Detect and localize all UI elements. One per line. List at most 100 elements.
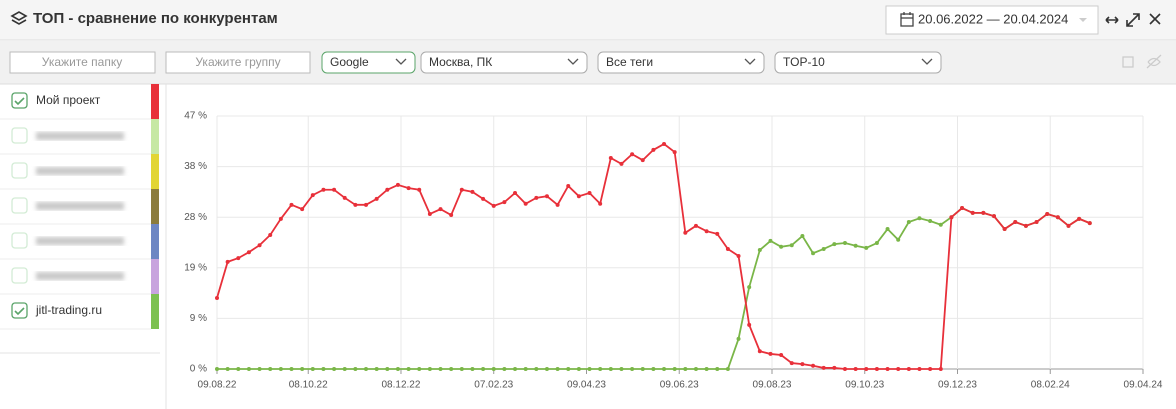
point bbox=[544, 194, 549, 199]
point bbox=[608, 155, 613, 160]
point bbox=[534, 367, 539, 371]
point bbox=[257, 367, 262, 371]
point bbox=[811, 363, 816, 368]
point bbox=[917, 367, 922, 371]
point bbox=[332, 187, 337, 192]
point bbox=[225, 259, 230, 264]
point bbox=[1023, 223, 1028, 228]
point bbox=[747, 322, 752, 327]
tags-value: Все теги bbox=[606, 55, 653, 69]
close-icon[interactable] bbox=[1149, 13, 1161, 25]
x-tick-label: 08.10.22 bbox=[289, 380, 328, 391]
point bbox=[725, 367, 730, 371]
point bbox=[300, 207, 305, 212]
point bbox=[215, 367, 219, 371]
point bbox=[864, 245, 869, 250]
point bbox=[672, 367, 677, 371]
point bbox=[438, 207, 443, 212]
point bbox=[310, 193, 315, 198]
region-select[interactable] bbox=[420, 51, 588, 74]
checkmark bbox=[14, 97, 25, 106]
point bbox=[342, 195, 347, 200]
x-tick-label: 09.06.23 bbox=[660, 380, 699, 391]
point bbox=[502, 200, 507, 205]
point bbox=[246, 250, 251, 255]
checkbox[interactable] bbox=[11, 127, 28, 144]
x-tick-label: 09.04.24 bbox=[1124, 380, 1163, 391]
point bbox=[736, 336, 741, 341]
checkbox[interactable] bbox=[11, 162, 28, 179]
point bbox=[353, 202, 358, 207]
checkbox[interactable] bbox=[11, 232, 28, 249]
checkbox[interactable] bbox=[11, 267, 28, 284]
expand-icon[interactable] bbox=[1105, 16, 1119, 24]
folder-input[interactable] bbox=[9, 51, 156, 74]
checkbox[interactable] bbox=[11, 302, 28, 319]
point bbox=[662, 141, 667, 146]
point bbox=[885, 367, 890, 371]
point bbox=[1087, 221, 1092, 226]
point bbox=[225, 367, 230, 371]
point bbox=[417, 187, 422, 192]
checkmark bbox=[14, 307, 25, 316]
point bbox=[470, 189, 475, 194]
point bbox=[278, 216, 283, 221]
color-bar bbox=[151, 259, 159, 294]
point bbox=[885, 227, 890, 232]
x-tick-label: 09.08.22 bbox=[198, 380, 237, 391]
x-tick-label: 09.04.23 bbox=[567, 380, 606, 391]
series-line bbox=[216, 142, 1091, 370]
point bbox=[811, 251, 816, 256]
point bbox=[757, 248, 762, 253]
page-title: ТОП - сравнение по конкурентам bbox=[33, 10, 278, 27]
point bbox=[725, 246, 730, 251]
point bbox=[544, 367, 549, 371]
point bbox=[321, 367, 326, 371]
point bbox=[523, 201, 528, 206]
color-bar bbox=[151, 119, 159, 154]
point bbox=[587, 367, 592, 371]
blurred-name bbox=[36, 167, 124, 175]
point bbox=[991, 214, 996, 219]
point bbox=[246, 367, 251, 371]
date-picker[interactable] bbox=[885, 5, 1099, 35]
point bbox=[619, 161, 624, 166]
group-input[interactable] bbox=[165, 51, 311, 74]
checkbox[interactable] bbox=[11, 92, 28, 109]
point bbox=[364, 202, 369, 207]
site-name: jitl-trading.ru bbox=[35, 303, 102, 317]
series-line bbox=[217, 206, 1091, 370]
color-bar bbox=[151, 189, 159, 224]
point bbox=[470, 367, 475, 371]
point bbox=[364, 367, 369, 371]
engine-select[interactable] bbox=[321, 51, 416, 74]
point bbox=[459, 187, 464, 192]
point bbox=[417, 367, 422, 371]
point bbox=[662, 367, 667, 371]
point bbox=[1066, 223, 1071, 228]
point bbox=[427, 211, 432, 216]
checkbox[interactable] bbox=[11, 197, 28, 214]
point bbox=[630, 152, 635, 157]
point bbox=[832, 242, 837, 247]
folder-placeholder: Укажите папку bbox=[42, 55, 122, 69]
collapse-icon[interactable] bbox=[1126, 13, 1140, 27]
point bbox=[555, 202, 560, 207]
export-icon[interactable] bbox=[1122, 56, 1134, 68]
point bbox=[481, 196, 486, 201]
point bbox=[928, 367, 933, 371]
top-value: TOP-10 bbox=[783, 55, 825, 69]
hide-icon[interactable] bbox=[1146, 54, 1162, 69]
point bbox=[704, 367, 709, 371]
point bbox=[406, 186, 411, 191]
top-select[interactable] bbox=[774, 51, 942, 74]
y-tick-label: 47 % bbox=[184, 111, 207, 122]
tags-select[interactable] bbox=[597, 51, 765, 74]
point bbox=[576, 194, 581, 199]
point bbox=[289, 202, 294, 207]
point bbox=[928, 218, 933, 223]
point bbox=[332, 367, 337, 371]
point bbox=[789, 361, 794, 366]
point bbox=[608, 367, 613, 371]
